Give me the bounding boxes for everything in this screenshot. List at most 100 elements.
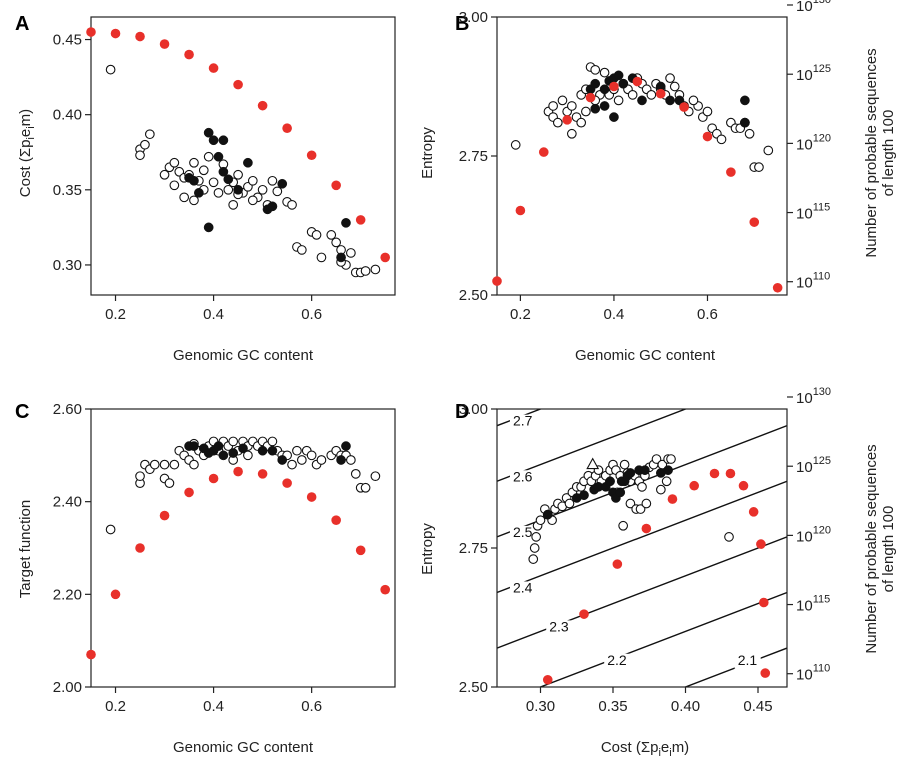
red-point xyxy=(110,589,121,600)
red-point xyxy=(184,487,194,498)
red-point xyxy=(233,79,243,90)
open-point xyxy=(267,175,278,186)
open-point xyxy=(566,128,577,139)
filled-point xyxy=(223,174,234,185)
filled-point xyxy=(243,157,253,168)
y-tick-label: 2.75 xyxy=(459,148,488,165)
red-point xyxy=(609,81,619,92)
red-point xyxy=(748,507,759,517)
x-tick-label: 0.6 xyxy=(301,698,322,715)
filled-point xyxy=(277,455,288,465)
x-tick-label: 0.4 xyxy=(203,698,224,715)
red-point xyxy=(380,252,390,263)
open-point xyxy=(625,498,636,509)
y-axis-label: Target function xyxy=(17,500,34,598)
open-point xyxy=(635,504,646,514)
red-point xyxy=(702,131,713,142)
x-tick-label: 0.2 xyxy=(510,306,531,323)
filled-point xyxy=(189,441,199,451)
contour-label-bg xyxy=(509,414,536,430)
red-point xyxy=(86,649,96,660)
open-point xyxy=(661,476,672,487)
red-point xyxy=(282,478,292,488)
filled-point xyxy=(218,135,229,146)
panel-C: C 0.2 0.4 0.6 2.00 2.20 2.40 2.60 Genomic GC c… xyxy=(15,401,396,756)
filled-point xyxy=(189,175,199,186)
filled-point xyxy=(590,103,601,114)
red-point xyxy=(184,49,194,60)
filled-point xyxy=(218,450,229,461)
open-point xyxy=(510,140,521,150)
open-point xyxy=(198,165,209,176)
contour-label: 2.6 xyxy=(513,468,533,484)
open-point xyxy=(599,67,610,78)
open-point xyxy=(552,117,563,128)
red-point xyxy=(135,543,145,553)
red-point xyxy=(756,539,766,549)
y-tick-label: 2.75 xyxy=(459,540,488,557)
contour-label: 2.5 xyxy=(513,524,533,540)
open-point xyxy=(105,524,116,535)
contour-line xyxy=(538,591,787,687)
red-point xyxy=(515,205,526,216)
filled-point xyxy=(208,135,219,146)
panel-letter-B: B xyxy=(455,13,469,35)
open-point xyxy=(548,101,558,111)
open-point xyxy=(331,237,342,248)
red-point xyxy=(632,76,643,87)
filled-point xyxy=(257,445,268,456)
data-points xyxy=(492,62,783,293)
red-point xyxy=(679,102,689,112)
red-point xyxy=(159,39,170,49)
open-point xyxy=(370,264,381,275)
open-point xyxy=(529,543,540,553)
filled-point xyxy=(228,448,239,458)
open-point xyxy=(189,459,199,470)
filled-point xyxy=(663,465,673,476)
y-tick-label: 2.40 xyxy=(53,494,82,511)
red-point xyxy=(760,668,771,678)
open-point xyxy=(360,266,371,276)
open-point xyxy=(169,459,180,470)
open-point xyxy=(581,106,591,117)
open-point xyxy=(666,454,676,464)
y2-axis-label-line2: of length 100 xyxy=(880,506,897,593)
y-axis-label: Entropy xyxy=(419,127,436,179)
y2-tick-label: 10120 xyxy=(796,132,831,153)
contour-label-bg xyxy=(604,653,631,669)
open-point xyxy=(296,245,307,255)
filled-point xyxy=(674,95,685,106)
open-point xyxy=(140,139,150,150)
open-point xyxy=(618,520,629,531)
red-point xyxy=(380,584,390,595)
filled-point xyxy=(599,101,610,111)
open-point xyxy=(169,157,180,168)
y-tick-label: 0.35 xyxy=(53,182,82,199)
open-point xyxy=(637,481,647,492)
x-tick-label: 0.40 xyxy=(671,698,700,715)
open-point xyxy=(223,184,234,195)
x-tick-label: 0.6 xyxy=(301,306,322,323)
open-point xyxy=(316,252,327,263)
filled-point xyxy=(238,443,248,454)
x-tick-label: 0.35 xyxy=(598,698,627,715)
data-points xyxy=(86,436,390,660)
open-point xyxy=(346,248,356,258)
contour-line xyxy=(497,480,787,594)
red-point xyxy=(759,597,769,608)
y-tick-label: 2.50 xyxy=(459,287,488,304)
panel-B: B 0.2 0.4 0.6 2.50 2.75 3.00 10110 10115 10120 10… xyxy=(419,0,897,364)
red-point xyxy=(208,473,219,484)
contour-label: 2.7 xyxy=(513,413,533,429)
red-point xyxy=(725,468,736,479)
y2-tick-label: 10125 xyxy=(796,63,831,84)
panel-letter-C: C xyxy=(15,401,29,423)
contour-label-bg xyxy=(509,470,536,486)
plot-frame xyxy=(496,16,788,296)
open-point xyxy=(528,554,539,564)
filled-point xyxy=(267,201,278,212)
y2-tick-label: 10130 xyxy=(796,0,831,15)
contour-label: 2.3 xyxy=(549,618,569,634)
open-point xyxy=(360,482,371,493)
open-point xyxy=(613,95,624,106)
